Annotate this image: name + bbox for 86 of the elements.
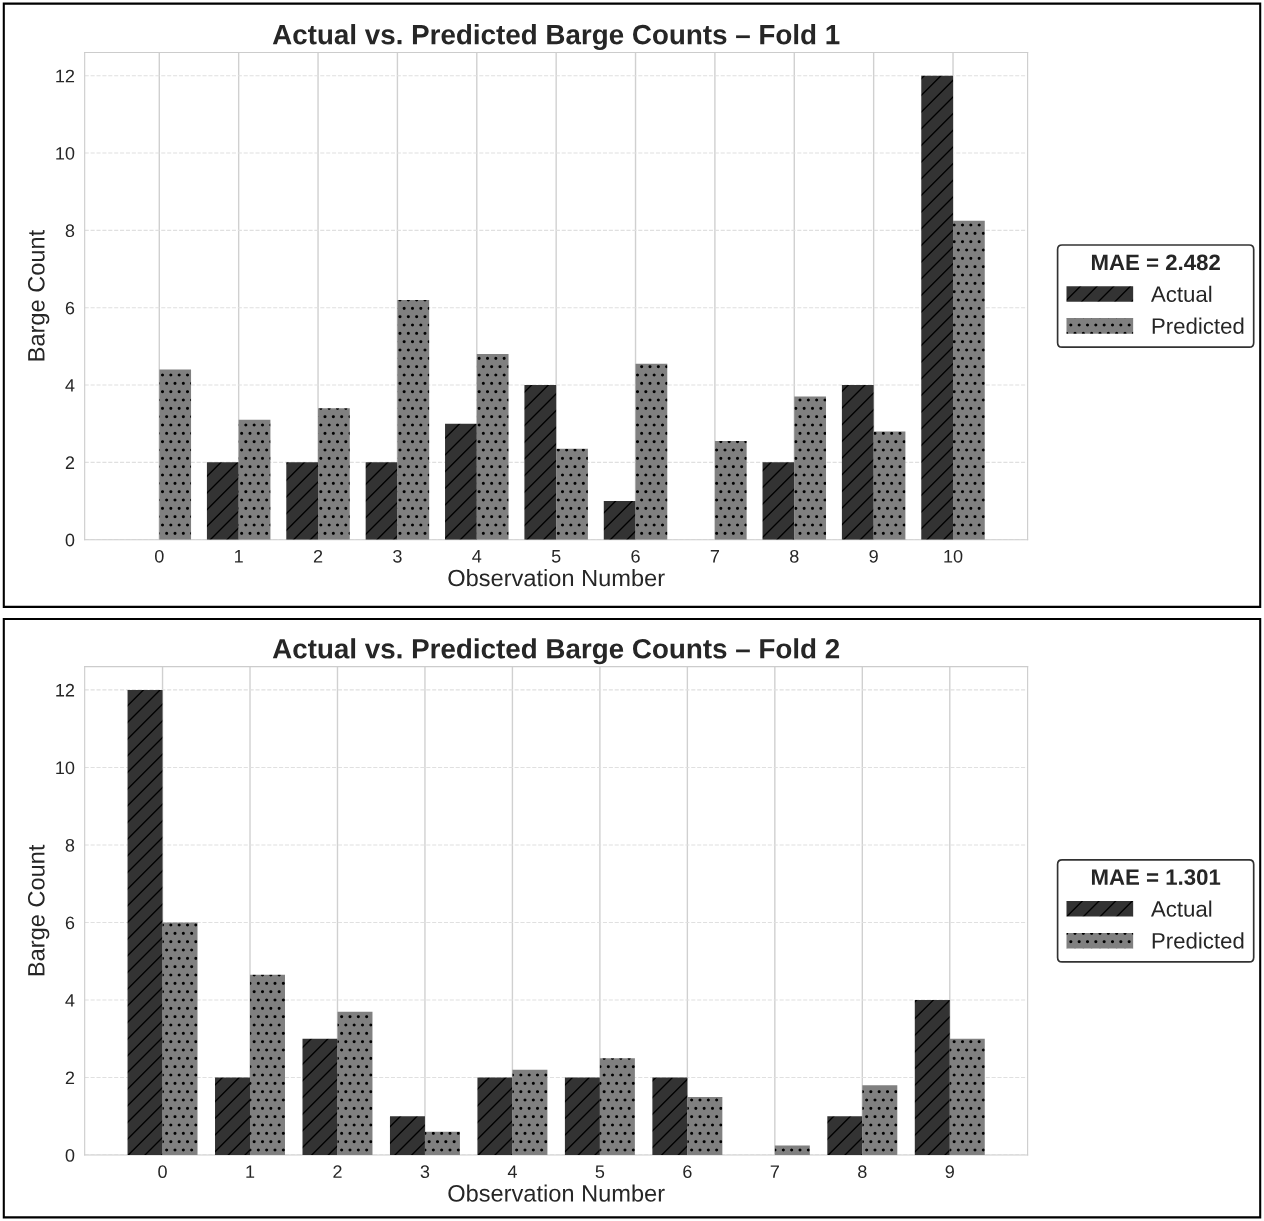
bar — [477, 1077, 513, 1156]
bar — [714, 441, 747, 540]
x-tick-label: 6 — [631, 549, 640, 563]
bar — [774, 1145, 810, 1156]
bar — [841, 385, 874, 540]
x-tick-label: 5 — [551, 550, 561, 563]
bar — [652, 1077, 688, 1156]
y-axis-title: Barge Count — [27, 844, 50, 976]
bar — [794, 396, 827, 540]
x-tick-label: 4 — [472, 550, 482, 563]
x-tick-label: 9 — [945, 1165, 954, 1179]
bar — [564, 1077, 600, 1156]
bar — [318, 408, 350, 540]
chart-title: Actual vs. Predicted Barge Counts – Fold 1 — [272, 24, 840, 51]
bar — [159, 369, 192, 540]
bar — [635, 363, 668, 540]
bar — [127, 689, 163, 1156]
x-tick-label: 7 — [770, 1165, 779, 1178]
bar — [953, 220, 985, 540]
bar — [445, 423, 477, 540]
bar — [603, 501, 636, 540]
x-tick-label: 9 — [869, 549, 878, 563]
bar — [921, 75, 954, 540]
bar — [397, 299, 430, 540]
y-tick-label: 6 — [65, 916, 75, 930]
y-tick-label: 8 — [65, 224, 75, 238]
bar — [687, 1096, 723, 1156]
y-tick-label: 6 — [65, 301, 75, 315]
y-tick-label: 0 — [65, 1149, 75, 1162]
x-axis-title: Observation Number — [448, 569, 665, 587]
bar — [302, 1038, 338, 1156]
bar — [206, 462, 239, 540]
bar — [162, 922, 198, 1156]
bar — [599, 1058, 635, 1156]
legend-title: MAE = 1.301 — [1091, 869, 1221, 886]
x-tick-label: 7 — [710, 550, 720, 563]
x-tick-label: 8 — [858, 1165, 867, 1179]
bar — [424, 1131, 460, 1156]
y-tick-label: 8 — [65, 838, 75, 852]
bar — [827, 1116, 863, 1156]
bar — [556, 448, 588, 540]
bar — [250, 974, 285, 1156]
x-tick-label: 4 — [507, 1165, 517, 1178]
legend-label: Actual — [1150, 900, 1212, 917]
legend-label: Predicted — [1152, 932, 1244, 949]
bar — [238, 419, 271, 540]
bar — [476, 354, 509, 540]
bar — [337, 1011, 373, 1156]
bar — [762, 462, 795, 540]
bar — [286, 462, 319, 540]
legend-label: Actual — [1150, 285, 1212, 303]
x-tick-label: 1 — [235, 550, 243, 563]
x-tick-label: 2 — [333, 1165, 342, 1178]
bar — [862, 1085, 898, 1156]
chart-title: Actual vs. Predicted Barge Counts – Fold 2 — [272, 638, 840, 665]
y-tick-label: 4 — [65, 379, 75, 392]
y-tick-label: 12 — [56, 69, 75, 83]
y-tick-label: 2 — [65, 456, 75, 469]
y-tick-label: 4 — [65, 994, 75, 1007]
legend-title: MAE = 2.482 — [1091, 254, 1220, 271]
x-axis-title: Observation Number — [448, 1184, 665, 1202]
legend-label: Predicted — [1152, 317, 1244, 334]
bar — [524, 385, 557, 540]
x-tick-label: 1 — [246, 1165, 255, 1178]
x-tick-label: 5 — [595, 1165, 605, 1179]
x-tick-label: 6 — [683, 1165, 692, 1179]
x-tick-label: 3 — [420, 1165, 430, 1179]
y-tick-label: 2 — [65, 1071, 75, 1085]
x-tick-label: 0 — [158, 1165, 167, 1179]
x-tick-label: 0 — [154, 549, 164, 563]
x-tick-label: 3 — [393, 549, 402, 563]
bar — [949, 1038, 985, 1156]
y-tick-label: 12 — [56, 683, 75, 697]
y-tick-label: 10 — [56, 146, 75, 160]
bar — [873, 431, 906, 540]
y-axis-title: Barge Count — [27, 229, 50, 361]
bar — [365, 462, 398, 540]
x-tick-label: 2 — [313, 549, 323, 563]
bar — [215, 1077, 251, 1156]
x-tick-label: 8 — [790, 549, 799, 563]
bar — [389, 1116, 425, 1156]
y-tick-label: 0 — [65, 533, 75, 547]
bar — [914, 1000, 950, 1156]
y-tick-label: 10 — [56, 761, 75, 775]
x-tick-label: 10 — [944, 549, 963, 563]
bar — [512, 1069, 548, 1156]
